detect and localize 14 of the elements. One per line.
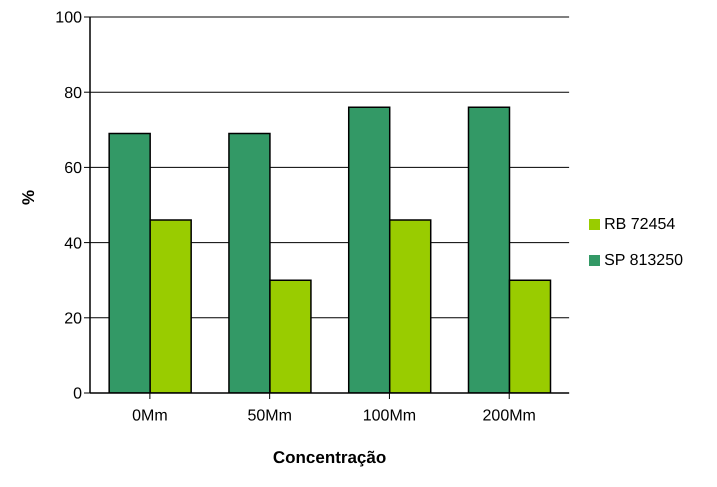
x-tick-label: 200Mm <box>482 407 536 424</box>
legend-label: SP 813250 <box>604 252 683 269</box>
x-tick-label: 50Mm <box>247 407 292 424</box>
x-tick-label: 0Mm <box>132 407 168 424</box>
y-tick-label: 60 <box>64 160 82 178</box>
y-axis-title: % <box>19 190 38 205</box>
x-axis-title: Concentração <box>272 448 386 467</box>
y-tick-label: 20 <box>64 310 82 328</box>
y-tick-label: 100 <box>55 10 82 27</box>
y-tick-label: 40 <box>64 235 82 252</box>
x-tick-label: 100Mm <box>362 407 416 424</box>
y-tick-label: 80 <box>64 84 82 102</box>
legend-label: RB 72454 <box>604 216 676 233</box>
y-tick-label: 0 <box>73 386 82 403</box>
